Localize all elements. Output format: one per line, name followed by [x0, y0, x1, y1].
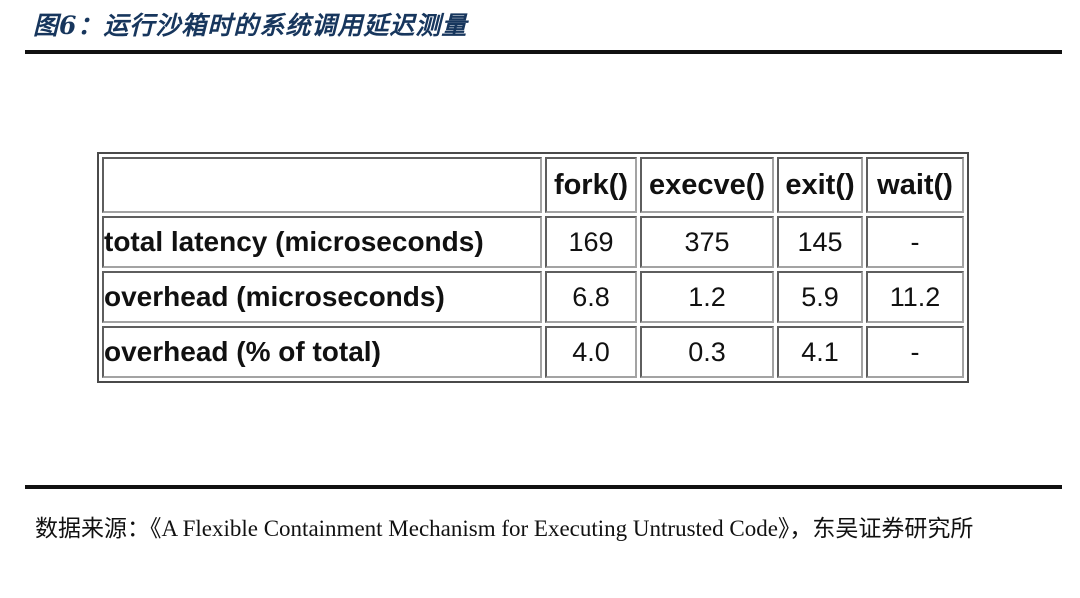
header-cell-fork: fork(): [545, 157, 637, 213]
cell-overhead-us-fork: 6.8: [545, 271, 637, 323]
cell-overhead-us-exit: 5.9: [777, 271, 863, 323]
header-row: fork() execve() exit() wait(): [102, 157, 964, 213]
cell-total-latency-execve: 375: [640, 216, 774, 268]
cell-overhead-pct-wait: -: [866, 326, 964, 378]
header-cell-empty: [102, 157, 542, 213]
header-cell-wait: wait(): [866, 157, 964, 213]
syscall-latency-table: fork() execve() exit() wait() total late…: [97, 152, 969, 383]
table-row-total-latency: total latency (microseconds) 169 375 145…: [102, 216, 964, 268]
cell-overhead-pct-execve: 0.3: [640, 326, 774, 378]
footer-divider-rule: [25, 485, 1062, 489]
data-source-note: 数据来源：《A Flexible Containment Mechanism f…: [35, 516, 974, 541]
cell-total-latency-exit: 145: [777, 216, 863, 268]
cell-overhead-us-wait: 11.2: [866, 271, 964, 323]
figure-caption: 图6：运行沙箱时的系统调用延迟测量: [33, 11, 468, 40]
row-label-total-latency: total latency (microseconds): [102, 216, 542, 268]
cell-total-latency-wait: -: [866, 216, 964, 268]
table-row-overhead-us: overhead (microseconds) 6.8 1.2 5.9 11.2: [102, 271, 964, 323]
caption-divider-rule: [25, 50, 1062, 54]
latency-table-container: fork() execve() exit() wait() total late…: [97, 152, 969, 383]
header-cell-execve: execve(): [640, 157, 774, 213]
cell-overhead-pct-fork: 4.0: [545, 326, 637, 378]
table-row-overhead-pct: overhead (% of total) 4.0 0.3 4.1 -: [102, 326, 964, 378]
row-label-overhead-us: overhead (microseconds): [102, 271, 542, 323]
cell-overhead-pct-exit: 4.1: [777, 326, 863, 378]
cell-total-latency-fork: 169: [545, 216, 637, 268]
row-label-overhead-pct: overhead (% of total): [102, 326, 542, 378]
cell-overhead-us-execve: 1.2: [640, 271, 774, 323]
header-cell-exit: exit(): [777, 157, 863, 213]
